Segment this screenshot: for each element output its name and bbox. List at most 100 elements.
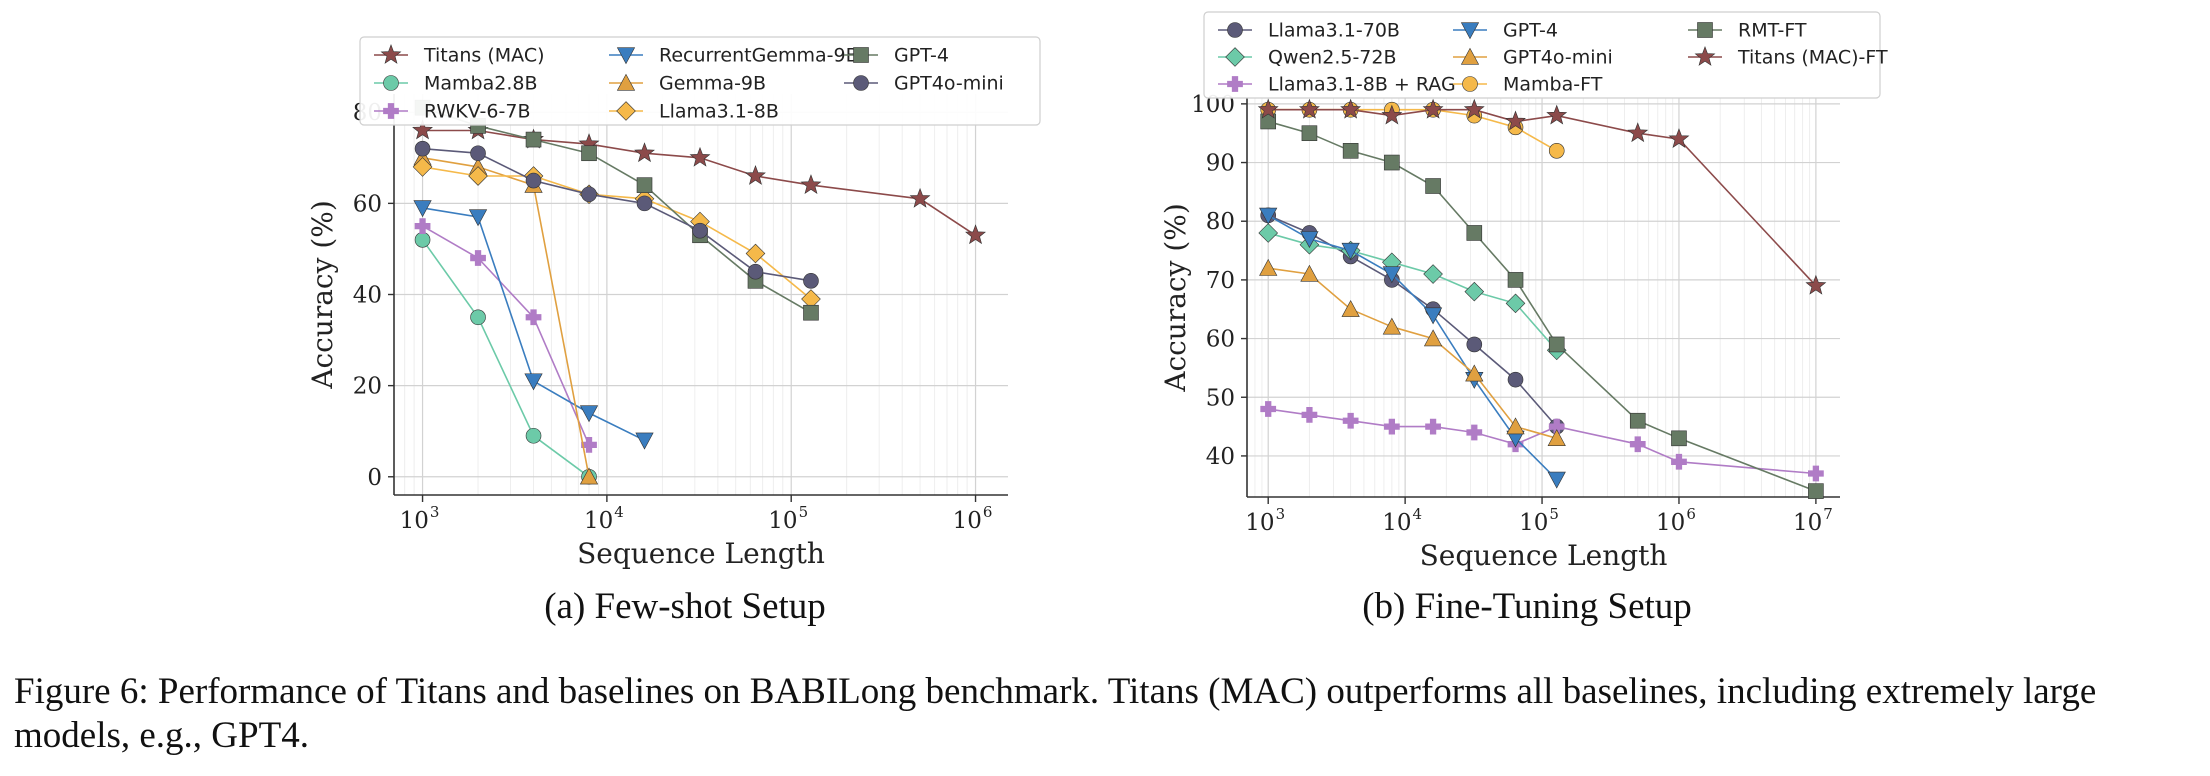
y-tick-label: 0 <box>367 465 382 491</box>
marker-rmt-ft <box>1808 483 1824 499</box>
marker-gpt4o-mini <box>1547 429 1566 446</box>
marker-qwen2-5-72b <box>1505 293 1526 314</box>
marker-llama3-1-8b-rag <box>1671 453 1687 470</box>
series-titans-mac-ft <box>1257 98 1827 295</box>
x-tick-label: 107 <box>1793 505 1833 536</box>
series-mamba2-8b <box>414 232 597 485</box>
marker-titans-mac <box>689 146 711 167</box>
legend-label: GPT-4 <box>894 45 949 67</box>
marker-legend-qwen2-5-72b <box>1225 47 1245 67</box>
marker-rmt-ft <box>1425 178 1441 194</box>
legend-label: GPT4o-mini <box>894 73 1004 95</box>
series-line-titans-mac <box>422 129 976 236</box>
marker-qwen2-5-72b <box>1423 264 1443 284</box>
legend-label: Titans (MAC) <box>423 45 545 67</box>
series-gpt-4 <box>414 99 819 321</box>
x-tick-label: 103 <box>1245 505 1285 536</box>
legend-entry-rmt-ft: RMT-FT <box>1688 20 1807 42</box>
legend-label: Llama3.1-8B <box>659 101 779 123</box>
y-tick-label: 90 <box>1206 151 1235 177</box>
marker-legend-gpt4o-mini <box>1460 47 1480 65</box>
marker-titans-mac <box>634 142 655 163</box>
marker-legend-titans-mac <box>380 44 402 64</box>
y-tick-label: 20 <box>353 374 382 400</box>
series-gpt4o-mini <box>414 140 819 289</box>
marker-legend-gpt4o-mini <box>853 75 869 91</box>
marker-gpt4o-mini <box>1465 364 1484 382</box>
legend-entry-titans-mac-ft: Titans (MAC)-FT <box>1688 46 1888 69</box>
marker-mamba2-8b <box>470 309 486 326</box>
series-line-gemma-9b <box>422 157 590 477</box>
legend-entry-gpt-4: GPT-4 <box>1453 20 1558 42</box>
marker-recurrentgemma-9b <box>524 373 543 391</box>
legend: Llama3.1-70B Qwen2.5-72B Llama3.1-8B + RAG… <box>1203 11 1888 99</box>
marker-rmt-ft <box>1466 225 1483 241</box>
legend-entry-mamba2-8b: Mamba2.8B <box>374 73 538 95</box>
marker-titans-mac-ft <box>1298 98 1320 119</box>
grid <box>393 94 1008 495</box>
y-tick-label: 70 <box>1206 268 1235 294</box>
legend-entry-gpt4o-mini: GPT4o-mini <box>844 73 1004 95</box>
series-gemma-9b <box>413 148 599 485</box>
marker-legend-llama3-1-70b <box>1227 22 1243 38</box>
marker-legend-recurrentgemma-9b <box>616 47 636 65</box>
marker-titans-mac <box>800 174 822 195</box>
marker-gpt4o-mini <box>470 145 486 162</box>
legend: Titans (MAC) Mamba2.8B RWKV-6-7B RecurrentG… <box>359 36 1041 126</box>
y-tick-label: 40 <box>353 283 382 309</box>
marker-gemma-9b <box>579 467 599 485</box>
marker-legend-rwkv-6-7b <box>383 103 399 119</box>
marker-rwkv-6-7b <box>470 250 486 266</box>
marker-llama3-1-70b <box>1466 336 1483 353</box>
x-axis-label: Sequence Length <box>577 537 825 570</box>
marker-legend-llama3-1-8b-rag <box>1227 76 1243 92</box>
marker-legend-gemma-9b <box>616 73 636 91</box>
marker-rmt-ft <box>1384 154 1400 171</box>
legend-label: RWKV-6-7B <box>424 101 531 123</box>
marker-titans-mac-ft <box>1546 104 1568 125</box>
y-axis-label: Accuracy (%) <box>306 200 339 390</box>
marker-titans-mac-ft <box>1422 98 1444 119</box>
marker-gpt4o-mini <box>414 140 431 157</box>
marker-llama3-1-8b-rag <box>1808 465 1824 482</box>
marker-legend-titans-mac-ft <box>1694 46 1716 66</box>
series-recurrentgemma-9b <box>413 200 654 450</box>
marker-titans-mac <box>745 165 766 185</box>
marker-titans-mac-ft <box>1505 110 1526 131</box>
x-tick-label: 104 <box>584 503 624 534</box>
y-tick-label: 60 <box>1206 327 1235 353</box>
marker-gpt-4 <box>1382 266 1401 284</box>
marker-rwkv-6-7b <box>414 218 431 235</box>
marker-titans-mac-ft <box>1381 104 1403 125</box>
marker-gpt-4 <box>803 304 819 321</box>
marker-llama3-1-70b <box>1507 371 1524 388</box>
marker-gpt-4 <box>1259 207 1278 225</box>
legend-label: Llama3.1-8B + RAG <box>1268 74 1456 96</box>
legend-label: Mamba2.8B <box>424 73 538 95</box>
subcaption-b: (b) Fine-Tuning Setup <box>1362 586 1692 627</box>
x-tick-label: 104 <box>1382 505 1422 536</box>
marker-titans-mac <box>412 119 433 140</box>
series-line-gpt-4 <box>1267 214 1558 480</box>
figure: 020406080103104105106Sequence LengthAccu… <box>306 11 1888 627</box>
y-tick-label: 80 <box>1206 209 1235 235</box>
marker-llama3-1-8b <box>468 166 488 186</box>
marker-titans-mac <box>909 187 931 208</box>
marker-mamba-ft <box>1548 143 1565 159</box>
marker-mamba2-8b <box>414 232 431 248</box>
marker-legend-mamba-ft <box>1462 76 1478 92</box>
marker-llama3-1-8b <box>745 243 766 264</box>
marker-rmt-ft <box>1301 125 1318 142</box>
series-line-gpt4o-mini <box>422 147 812 282</box>
marker-titans-mac-ft <box>1627 122 1649 143</box>
marker-llama3-1-8b-rag <box>1342 412 1359 429</box>
marker-recurrentgemma-9b <box>635 432 654 450</box>
marker-gpt4o-mini <box>1382 317 1401 335</box>
marker-llama3-1-8b-rag <box>1548 418 1565 435</box>
series-line-gpt-4 <box>422 106 812 314</box>
marker-legend-llama3-1-8b <box>616 101 636 121</box>
legend-entry-rwkv-6-7b: RWKV-6-7B <box>374 101 531 123</box>
marker-rmt-ft <box>1671 430 1687 447</box>
marker-rmt-ft <box>1342 143 1359 159</box>
marker-gpt-4 <box>1547 471 1566 489</box>
